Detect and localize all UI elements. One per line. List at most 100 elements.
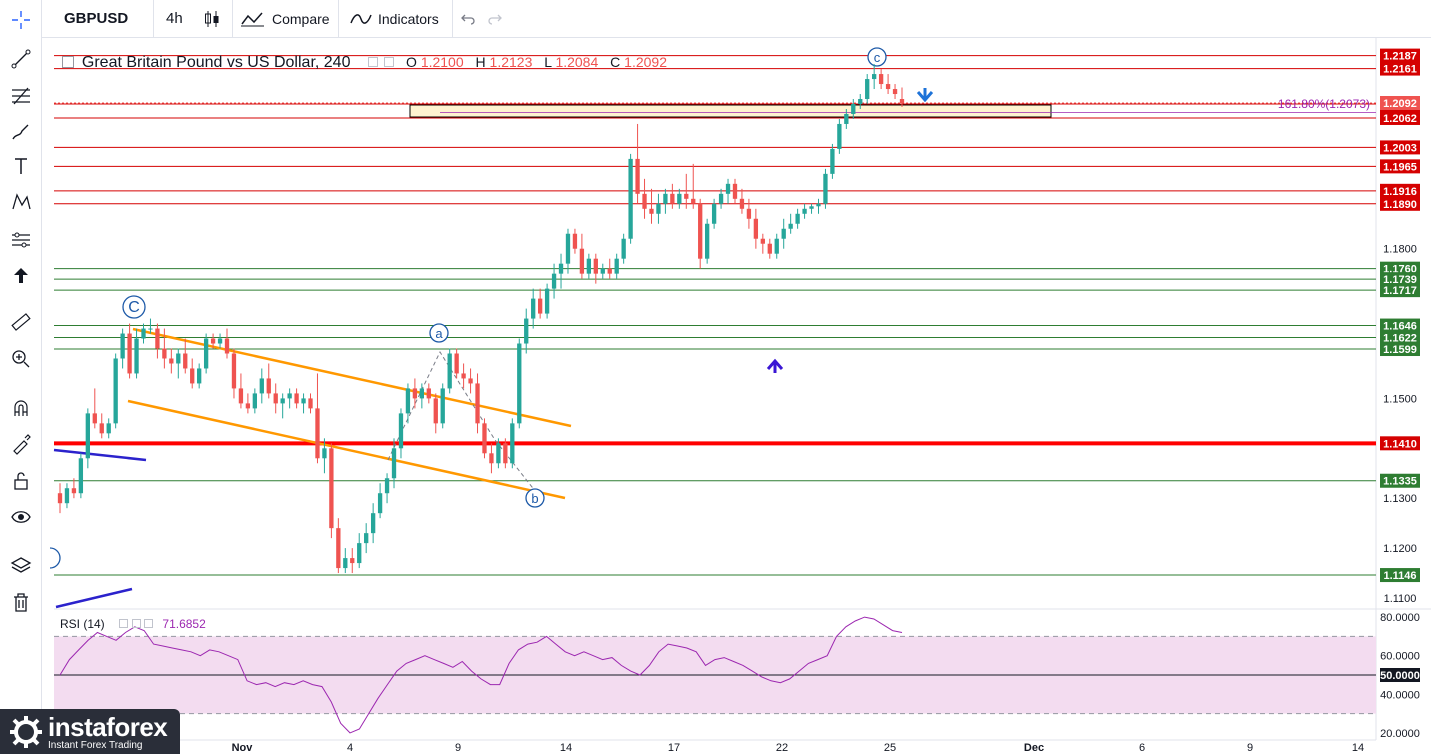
lock-icon[interactable] — [6, 467, 36, 495]
candle-body — [844, 113, 849, 124]
candle-body — [377, 493, 383, 514]
candle-body — [245, 403, 251, 409]
candle-body — [106, 423, 111, 434]
time-tick-label: 4 — [347, 742, 353, 754]
eye-icon[interactable] — [6, 503, 36, 531]
support-level-label-bg — [1380, 272, 1420, 287]
candle-body — [350, 558, 355, 564]
candle-body — [343, 558, 348, 569]
support-level-label: 1.1646 — [1383, 321, 1417, 333]
candle-body — [231, 353, 237, 389]
blue-trend-line — [55, 587, 133, 609]
trend-line-icon[interactable] — [6, 45, 36, 73]
resistance-level-label: 1.1890 — [1383, 199, 1417, 211]
pattern-icon[interactable] — [6, 188, 36, 216]
arrow-up-icon[interactable] — [6, 261, 36, 289]
candle-body — [301, 398, 306, 404]
support-level-label-bg — [1380, 318, 1420, 333]
candle-body — [357, 543, 362, 564]
indicators-label: Indicators — [378, 10, 439, 27]
price-axis[interactable]: 1.1800 1.1500 1.1300 1.1200 1.1100 1.21871.21… — [1380, 48, 1420, 740]
time-tick-label: Nov — [232, 742, 254, 754]
candle-body — [670, 193, 675, 204]
settings-icon[interactable] — [368, 57, 379, 67]
candle-body — [872, 74, 877, 80]
blue-trend-line — [53, 448, 147, 462]
support-level-label-bg — [1380, 568, 1420, 583]
candle-body — [148, 328, 153, 330]
time-tick-label: Dec — [1024, 742, 1044, 754]
support-level-label: 1.1622 — [1383, 333, 1417, 345]
high-label: H — [475, 54, 486, 70]
candle-body — [767, 243, 772, 254]
candle-body — [447, 353, 452, 389]
price-tick-label: 1.1100 — [1384, 593, 1417, 605]
candle-body — [572, 233, 578, 249]
candle-body — [851, 103, 856, 114]
candle-body — [92, 413, 97, 424]
levels-layer — [54, 55, 1376, 576]
candle-body — [614, 258, 619, 274]
undo-button[interactable] — [460, 0, 476, 37]
support-level-label-bg — [1380, 283, 1420, 298]
wave-label: c — [874, 50, 881, 65]
symbol-search[interactable]: GBPUSD — [64, 10, 129, 27]
prediction-icon[interactable] — [6, 226, 36, 254]
candle-body — [391, 448, 397, 479]
wave-label: C — [128, 299, 140, 316]
wave-label-circle — [867, 47, 887, 67]
candle-body — [788, 223, 793, 229]
trash-icon[interactable] — [6, 588, 36, 616]
chart-style-button[interactable] — [202, 0, 222, 37]
crosshair-icon[interactable] — [6, 6, 36, 34]
fib-retracement-icon[interactable] — [6, 82, 36, 110]
brush-icon[interactable] — [6, 118, 36, 146]
support-level-label-bg — [1380, 473, 1420, 488]
rsi-settings-icon[interactable] — [131, 619, 141, 628]
rsi-mid-label-bg — [1380, 668, 1420, 682]
chart-legend: Great Britain Pound vs US Dollar, 240 O … — [62, 54, 667, 72]
redo-button[interactable] — [487, 0, 503, 37]
lock-drawing-icon[interactable] — [6, 430, 36, 458]
drawings-layer: 161.80%(1.2073) Ca b c — [49, 47, 1376, 609]
candle-body — [586, 258, 592, 274]
magnet-icon[interactable] — [6, 394, 36, 422]
candles-icon — [205, 10, 219, 27]
toolbar-divider — [232, 0, 233, 37]
rsi-visibility-icon[interactable] — [119, 619, 129, 628]
rsi-layer — [54, 616, 1376, 734]
close-icon[interactable] — [384, 57, 395, 67]
indicators-button[interactable]: Indicators — [350, 0, 439, 37]
candle-body — [809, 206, 814, 209]
top-toolbar: GBPUSD 4h Compare Indicators — [0, 0, 1431, 38]
wave-label: b — [531, 491, 538, 506]
rsi-close-icon[interactable] — [144, 619, 154, 628]
time-tick-label: 9 — [455, 742, 461, 754]
time-tick-label: 14 — [1352, 742, 1364, 754]
interval-button[interactable]: 4h — [166, 10, 183, 27]
ruler-icon[interactable] — [6, 308, 36, 336]
compare-button[interactable]: Compare — [240, 0, 330, 37]
zoom-icon[interactable] — [6, 345, 36, 373]
wave-label-partial — [49, 547, 61, 569]
resistance-level-label: 1.2161 — [1383, 64, 1417, 76]
rsi-mid-label: 50.0000 — [1380, 670, 1420, 682]
resistance-level-label: 1.1965 — [1383, 161, 1417, 173]
candle-body — [544, 288, 550, 314]
low-label: L — [544, 54, 552, 70]
logo-mark-icon — [10, 716, 42, 748]
candle-body — [865, 79, 870, 100]
text-icon[interactable] — [6, 152, 36, 180]
candle-body — [753, 218, 759, 239]
candle-body — [210, 338, 216, 344]
layers-icon[interactable] — [6, 552, 36, 580]
rsi-tick-label: 20.0000 — [1380, 728, 1420, 740]
resistance-level-label: 1.2062 — [1383, 113, 1417, 125]
candle-body — [433, 398, 438, 424]
candle-body — [704, 223, 710, 259]
candle-body — [524, 318, 529, 344]
candle-body — [698, 203, 703, 259]
time-axis[interactable]: Nov 4 9 14 17 22 25 Dec 6 9 14 — [232, 742, 1365, 754]
collapse-legend-icon[interactable] — [62, 56, 74, 68]
